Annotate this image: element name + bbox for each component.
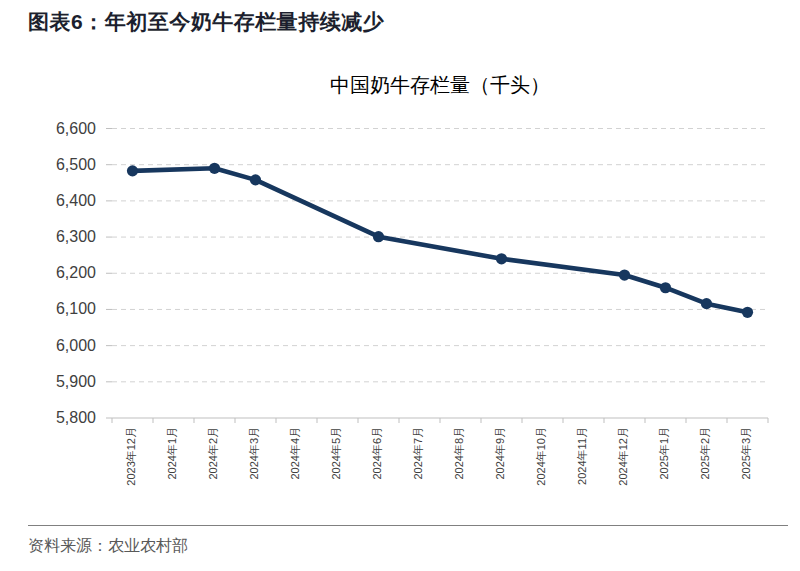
y-axis-label: 6,500 — [56, 156, 96, 173]
data-point-marker — [373, 231, 384, 242]
x-axis-label: 2024年10月 — [535, 427, 547, 486]
x-axis-label: 2025年1月 — [658, 427, 670, 480]
y-axis-label: 6,300 — [56, 228, 96, 245]
x-axis-label: 2024年11月 — [576, 427, 588, 485]
x-axis-label: 2025年2月 — [699, 427, 711, 480]
report-figure: 图表6：年初至今奶牛存栏量持续减少 中国奶牛存栏量（千头） 5,8005,900… — [0, 0, 800, 571]
y-axis-label: 6,100 — [56, 300, 96, 317]
source-divider — [28, 525, 788, 526]
data-point-marker — [209, 163, 220, 174]
x-axis-label: 2024年9月 — [494, 427, 506, 480]
y-axis-label: 5,800 — [56, 409, 96, 426]
x-axis-label: 2024年5月 — [330, 427, 342, 480]
x-axis-label: 2024年4月 — [289, 427, 301, 480]
y-axis-label: 6,000 — [56, 337, 96, 354]
x-axis-label: 2023年12月 — [125, 427, 137, 486]
y-axis-label: 6,200 — [56, 264, 96, 281]
data-point-marker — [250, 174, 261, 185]
x-axis-label: 2025年3月 — [740, 427, 752, 480]
line-chart-canvas: 5,800 5,900 6,000 6,100 6,200 6,300 6,400 6,500… — [0, 0, 800, 571]
y-axis-label: 6,600 — [56, 120, 96, 137]
x-axis-label: 2024年7月 — [412, 427, 424, 480]
x-axis-label: 2024年2月 — [207, 427, 219, 480]
x-axis-label: 2024年8月 — [453, 427, 465, 480]
data-point-marker — [496, 253, 507, 264]
data-point-marker — [701, 298, 712, 309]
x-axis-label: 2024年6月 — [371, 427, 383, 480]
y-axis-label: 5,900 — [56, 373, 96, 390]
x-axis-label: 2024年3月 — [248, 427, 260, 480]
data-point-marker — [619, 269, 630, 280]
x-axis-label: 2024年1月 — [166, 427, 178, 480]
x-axis-label: 2024年12月 — [617, 427, 629, 486]
y-axis-label: 6,400 — [56, 192, 96, 209]
data-point-marker — [127, 165, 138, 176]
data-point-marker — [742, 307, 753, 318]
source-text: 资料来源：农业农村部 — [28, 536, 188, 557]
data-line — [133, 168, 748, 312]
data-point-marker — [660, 282, 671, 293]
